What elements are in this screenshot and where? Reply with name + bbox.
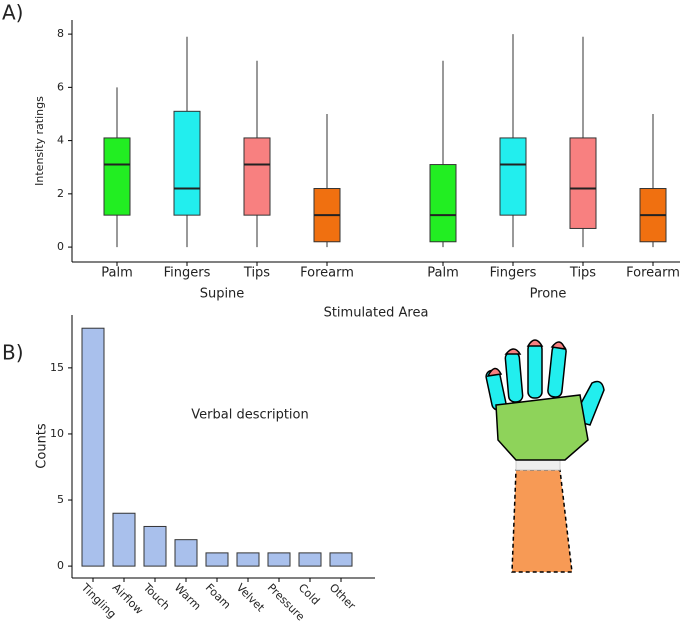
x-tick-label: Tips	[243, 266, 270, 281]
box	[103, 137, 131, 216]
panel-label: B)	[2, 341, 24, 365]
x-axis-label: Stimulated Area	[324, 306, 429, 321]
bar	[81, 327, 105, 567]
x-tick-label: Palm	[101, 266, 133, 281]
x-tick-label: Velvet	[234, 581, 268, 615]
x-tick-label: Tips	[569, 266, 596, 281]
y-tick-label: 6	[57, 80, 64, 93]
annotation: Verbal description	[191, 408, 308, 423]
x-tick-label: Fingers	[164, 266, 211, 281]
bar	[329, 552, 353, 567]
x-tick-label: Fingers	[490, 266, 537, 281]
panel-label: A)	[2, 1, 23, 25]
y-axis-label: Counts	[35, 423, 50, 469]
x-tick-label: Foam	[203, 581, 233, 611]
bar	[267, 552, 291, 567]
x-tick-label: Forearm	[300, 266, 354, 281]
bar	[143, 525, 167, 567]
y-axis-label: Intensity ratings	[33, 96, 46, 186]
y-tick-label: 2	[57, 187, 64, 200]
x-tick-label: Forearm	[626, 266, 680, 281]
bar	[205, 552, 229, 567]
x-tick-label: Other	[327, 581, 359, 613]
group-label: Prone	[530, 287, 567, 302]
box	[499, 137, 527, 216]
hand-illustration	[485, 339, 605, 573]
box	[243, 137, 271, 216]
bar	[174, 539, 198, 567]
bar	[112, 512, 136, 567]
bar	[298, 552, 322, 567]
box	[173, 110, 201, 216]
y-tick-label: 10	[50, 427, 64, 440]
box	[569, 137, 597, 229]
box	[429, 164, 457, 243]
y-tick-label: 4	[57, 134, 64, 147]
bar	[236, 552, 260, 567]
y-tick-label: 5	[57, 493, 64, 506]
x-tick-label: Warm	[172, 581, 204, 613]
x-tick-label: Cold	[296, 581, 322, 607]
y-tick-label: 0	[57, 559, 64, 572]
y-tick-label: 0	[57, 240, 64, 253]
group-label: Supine	[200, 287, 245, 302]
y-tick-label: 15	[50, 361, 64, 374]
x-tick-label: Palm	[427, 266, 459, 281]
y-tick-label: 8	[57, 27, 64, 40]
